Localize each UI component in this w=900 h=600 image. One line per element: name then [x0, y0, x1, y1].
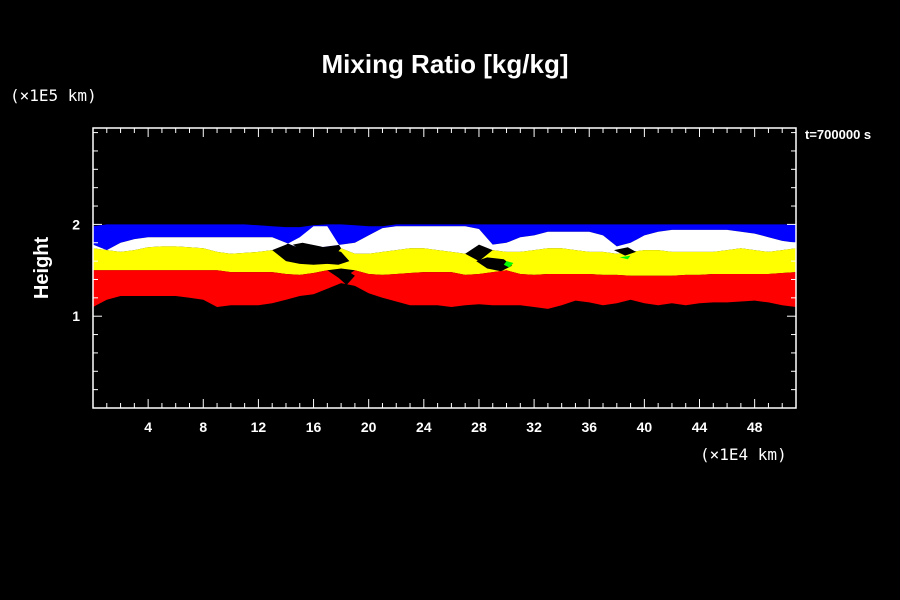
x-tick-label: 32: [526, 419, 542, 435]
x-tick-label: 16: [306, 419, 322, 435]
time-label: t=700000 s: [805, 127, 871, 142]
x-tick-label: 4: [144, 419, 152, 435]
gap-patch-2: [614, 247, 637, 256]
x-unit-label: (×1E4 km): [700, 445, 787, 464]
x-tick-label: 48: [747, 419, 763, 435]
x-tick-label: 44: [692, 419, 708, 435]
x-tick-label: 36: [581, 419, 597, 435]
band-blue-0: [93, 224, 796, 251]
green-patch-1: [619, 255, 631, 260]
axis-ticks: [93, 128, 796, 408]
band-white-1: [93, 226, 796, 254]
x-tick-label: 40: [637, 419, 653, 435]
y-tick-label: 1: [72, 308, 80, 324]
gap-patch-1: [476, 257, 512, 272]
mixing-ratio-field: [93, 224, 796, 309]
x-tick-label: 8: [199, 419, 207, 435]
green-patch-0: [503, 261, 514, 268]
x-tick-label: 12: [251, 419, 267, 435]
y-tick-label: 2: [72, 216, 80, 232]
gap-patch-0: [292, 242, 350, 265]
y-axis-label: Height: [31, 237, 53, 300]
y-unit-label: (×1E5 km): [10, 86, 97, 105]
x-tick-label: 28: [471, 419, 487, 435]
chart-title: Mixing Ratio [kg/kg]: [322, 49, 569, 79]
band-red-3: [93, 270, 796, 309]
x-tick-label: 24: [416, 419, 432, 435]
band-yellow-2: [93, 246, 796, 276]
plot-frame: [92, 127, 797, 409]
x-tick-label: 20: [361, 419, 377, 435]
gap-patch-3: [338, 270, 355, 285]
